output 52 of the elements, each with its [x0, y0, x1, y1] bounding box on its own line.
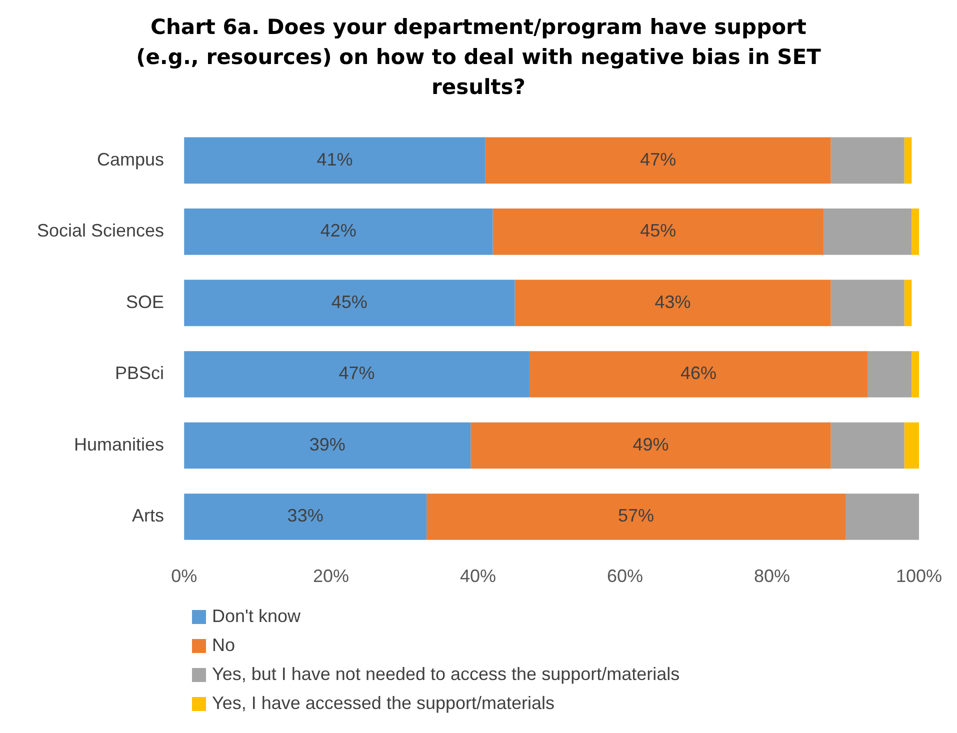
- bar: [904, 137, 912, 184]
- y-tick-label: Humanities: [74, 434, 164, 454]
- x-tick-label: 80%: [754, 566, 790, 586]
- bar: [529, 351, 868, 398]
- legend-label: Don't know: [212, 606, 300, 627]
- y-tick-label: PBSci: [115, 363, 164, 384]
- bar: [830, 137, 904, 184]
- data-label: 46%: [680, 363, 717, 384]
- data-label: 42%: [320, 220, 356, 241]
- y-tick-label: Campus: [97, 149, 164, 170]
- x-tick-label: 20%: [313, 566, 350, 586]
- bar: [830, 280, 904, 326]
- y-tick-label: Social Sciences: [36, 220, 164, 241]
- x-tick-label: 60%: [607, 566, 644, 586]
- bar: [184, 422, 471, 469]
- legend-label: No: [212, 635, 236, 656]
- bar: [868, 351, 912, 398]
- legend-label: Yes, but I have not needed to access the support/materials: [212, 664, 680, 685]
- x-tick-label: 100%: [896, 566, 942, 586]
- bar: [184, 280, 515, 326]
- bar: [426, 494, 846, 540]
- bar: [846, 494, 919, 540]
- data-label: 41%: [316, 149, 353, 170]
- bar: [485, 137, 831, 184]
- y-tick-label: Arts: [132, 506, 164, 526]
- bar: [912, 351, 919, 398]
- bar: [904, 422, 919, 469]
- x-tick-label: 0%: [171, 566, 198, 586]
- x-tick-label: 40%: [460, 566, 496, 586]
- data-label: 45%: [640, 220, 676, 241]
- data-label: 57%: [618, 506, 654, 526]
- data-label: 47%: [338, 363, 375, 384]
- bar: [830, 422, 904, 469]
- legend-label: Yes, I have accessed the support/materials: [212, 693, 555, 714]
- bar: [514, 280, 831, 326]
- data-label: 33%: [287, 506, 324, 526]
- bar: [904, 280, 912, 326]
- bar: [184, 208, 493, 255]
- chart-title: Chart 6a. Does your department/program have support (e.g., resources) on how to deal with negative bias in SET results?: [135, 14, 822, 101]
- data-label: 47%: [640, 149, 676, 170]
- bar: [184, 137, 486, 184]
- bar: [823, 208, 912, 255]
- bar: [184, 494, 427, 540]
- data-label: 49%: [632, 434, 669, 454]
- data-label: 45%: [331, 292, 368, 312]
- bar: [470, 422, 831, 469]
- bar: [912, 208, 919, 255]
- data-label: 39%: [309, 434, 346, 454]
- data-label: 43%: [654, 292, 691, 312]
- bar: [492, 208, 824, 255]
- bar: [184, 351, 530, 398]
- y-tick-label: SOE: [126, 292, 164, 312]
